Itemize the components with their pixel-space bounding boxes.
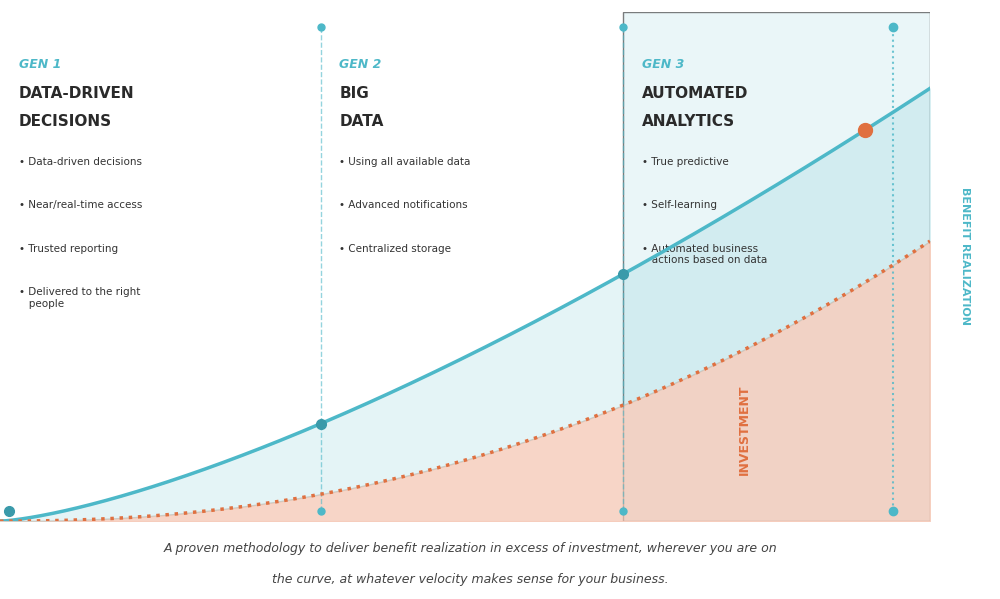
Text: • Trusted reporting: • Trusted reporting [19,244,118,253]
Text: ANALYTICS: ANALYTICS [642,114,735,129]
Text: DATA-DRIVEN: DATA-DRIVEN [19,86,134,101]
Text: GEN 2: GEN 2 [339,58,382,71]
Text: • Self-learning: • Self-learning [642,200,717,210]
Text: A proven methodology to deliver benefit realization in excess of investment, whe: A proven methodology to deliver benefit … [163,542,777,555]
Text: BIG: BIG [339,86,369,101]
Text: GEN 1: GEN 1 [19,58,61,71]
Text: • Centralized storage: • Centralized storage [339,244,451,253]
Text: AUTOMATED: AUTOMATED [642,86,748,101]
Text: DATA: DATA [339,114,384,129]
Text: • Delivered to the right
   people: • Delivered to the right people [19,287,140,308]
Text: DECISIONS: DECISIONS [19,114,112,129]
Text: • Data-driven decisions: • Data-driven decisions [19,157,142,167]
Text: • Automated business
   actions based on data: • Automated business actions based on da… [642,244,767,265]
Text: BENEFIT REALIZATION: BENEFIT REALIZATION [960,187,970,325]
Text: • True predictive: • True predictive [642,157,728,167]
Text: the curve, at whatever velocity makes sense for your business.: the curve, at whatever velocity makes se… [272,573,668,586]
Text: • Advanced notifications: • Advanced notifications [339,200,468,210]
Text: INVESTMENT: INVESTMENT [738,384,750,475]
Text: GEN 3: GEN 3 [642,58,684,71]
Text: • Using all available data: • Using all available data [339,157,471,167]
FancyBboxPatch shape [623,12,930,521]
Text: • Near/real-time access: • Near/real-time access [19,200,142,210]
